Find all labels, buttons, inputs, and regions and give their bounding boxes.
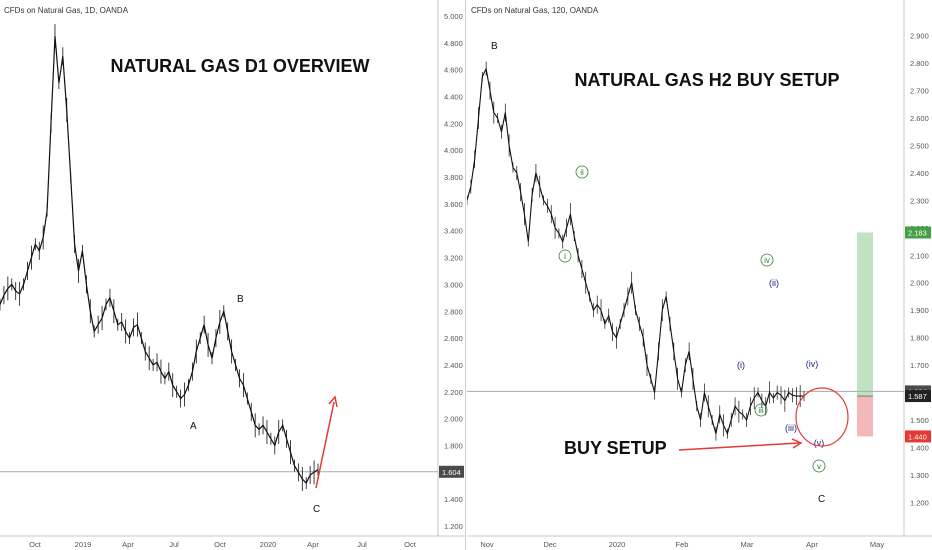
y-tick-label: 3.000 [444, 280, 463, 289]
target-price-tag [905, 226, 931, 239]
y-tick-label: 4.400 [444, 93, 463, 102]
x-tick-label: Apr [307, 540, 319, 549]
x-tick-label: Oct [214, 540, 227, 549]
wave-label-b: B [237, 294, 244, 305]
wave-label-ii: ii [580, 168, 584, 177]
d1-chart[interactable]: 5.000 4.800 4.600 4.400 4.200 4.000 3.800 3.600… [0, 0, 466, 550]
x-tick-label: May [870, 540, 884, 549]
wave-label-sub-iv: (iv) [806, 359, 819, 369]
x-tick-label: Nov [480, 540, 494, 549]
wave-label-sub-iii: (iii) [785, 423, 797, 433]
y-tick-label: 1.900 [910, 306, 929, 315]
buy-setup-arrow-head [791, 438, 803, 449]
d1-chart-subtitle: CFDs on Natural Gas, 1D, OANDA [4, 6, 129, 15]
wave-label-c: C [313, 504, 320, 515]
x-tick-label: Oct [404, 540, 417, 549]
buy-setup-label: BUY SETUP [564, 438, 667, 458]
price-tag [439, 465, 464, 478]
d1-chart-panel[interactable]: CFDs on Natural Gas, 1D, OANDA 5.000 4.80… [0, 0, 466, 550]
y-tick-label: 1.500 [910, 416, 929, 425]
wave-label-sub-i: (i) [737, 360, 745, 370]
x-tick-label: Mar [741, 540, 754, 549]
wave-label-b: B [491, 41, 498, 52]
d1-chart-title: NATURAL GAS D1 OVERVIEW [110, 56, 369, 76]
target-price-tag-label: 2.183 [908, 228, 927, 237]
entry-price-tag-label: 1.587 [908, 392, 927, 401]
x-tick-label: Oct [29, 540, 42, 549]
y-tick-label: 4.800 [444, 39, 463, 48]
y-tick-label: 3.600 [444, 200, 463, 209]
stop-price-tag-label: 1.440 [908, 432, 927, 441]
stop-price-tag [905, 430, 931, 443]
stop-zone [857, 396, 873, 437]
y-tick-label: 1.800 [444, 441, 463, 450]
x-tick-label: Jul [357, 540, 367, 549]
y-tick-label: 2.500 [910, 142, 929, 151]
x-tick-label: 2019 [75, 540, 92, 549]
projection-arrow [315, 401, 335, 489]
x-tick-label: Apr [122, 540, 134, 549]
y-tick-label: 5.000 [444, 12, 463, 21]
wave-label-sub-v: (v) [814, 438, 825, 448]
x-tick-label: Jul [169, 540, 179, 549]
y-tick-label: 1.300 [910, 471, 929, 480]
wave-label-i-ring [558, 249, 572, 263]
y-tick-label: 2.000 [910, 279, 929, 288]
y-tick-label: 2.400 [910, 169, 929, 178]
y-tick-label: 2.800 [910, 59, 929, 68]
y-tick-label: 2.400 [444, 361, 463, 370]
y-tick-label: 2.600 [444, 334, 463, 343]
wave-label-v-ring [812, 459, 826, 473]
y-tick-label: 4.200 [444, 119, 463, 128]
wave-label-c: C [818, 494, 825, 505]
wave-label-iii: iii [758, 406, 764, 415]
buy-setup-arrow [678, 442, 800, 451]
y-tick-label: 2.200 [444, 388, 463, 397]
y-tick-label: 3.400 [444, 227, 463, 236]
y-tick-label: 4.000 [444, 146, 463, 155]
y-tick-label: 3.200 [444, 254, 463, 263]
y-tick-label: 2.000 [444, 415, 463, 424]
entry-price-tag [905, 390, 931, 403]
wave-label-iv-ring [760, 253, 774, 267]
price-series-line [0, 36, 319, 485]
x-tick-label: 2020 [609, 540, 626, 549]
y-tick-label: 1.200 [910, 498, 929, 507]
y-tick-label: 1.700 [910, 361, 929, 370]
projection-arrow-head [328, 395, 338, 408]
x-tick-label: Feb [676, 540, 689, 549]
h2-chart[interactable]: 2.9002.8002.7002.6002.5002.4002.3002.200… [467, 0, 932, 550]
wave-label-i: i [564, 252, 566, 261]
h2-chart-subtitle: CFDs on Natural Gas, 120, OANDA [471, 6, 599, 15]
y-tick-label: 2.100 [910, 251, 929, 260]
wave-label-ii-ring [575, 165, 589, 179]
y-tick-label: 3.800 [444, 173, 463, 182]
price-tag-label: 1.604 [442, 468, 461, 477]
wave-label-a: A [190, 421, 197, 432]
wave-label-iv: iv [764, 256, 770, 265]
x-tick-label: Apr [806, 540, 818, 549]
y-tick-label: 1.200 [444, 522, 463, 531]
y-tick-label: 1.400 [444, 495, 463, 504]
y-tick-label: 2.600 [910, 114, 929, 123]
h2-chart-panel[interactable]: CFDs on Natural Gas, 120, OANDA 2.900 2.8… [467, 0, 932, 550]
wave-label-iii-ring [754, 403, 768, 417]
wave-label-sub-ii: (ii) [769, 278, 779, 288]
y-tick-label: 4.600 [444, 66, 463, 75]
x-tick-label: 2020 [260, 540, 277, 549]
target-zone [857, 232, 873, 397]
x-tick-label: Dec [543, 540, 557, 549]
y-tick-label: 1.800 [910, 334, 929, 343]
price-series-line [467, 66, 804, 436]
y-tick-label: 2.700 [910, 87, 929, 96]
setup-highlight-circle [795, 387, 849, 447]
y-tick-label: 2.800 [444, 307, 463, 316]
h2-chart-title: NATURAL GAS H2 BUY SETUP [574, 70, 839, 90]
y-tick-label: 2.300 [910, 196, 929, 205]
y-tick-label: 2.900 [910, 32, 929, 41]
wave-label-v: v [817, 462, 821, 471]
y-tick-label: 1.400 [910, 443, 929, 452]
